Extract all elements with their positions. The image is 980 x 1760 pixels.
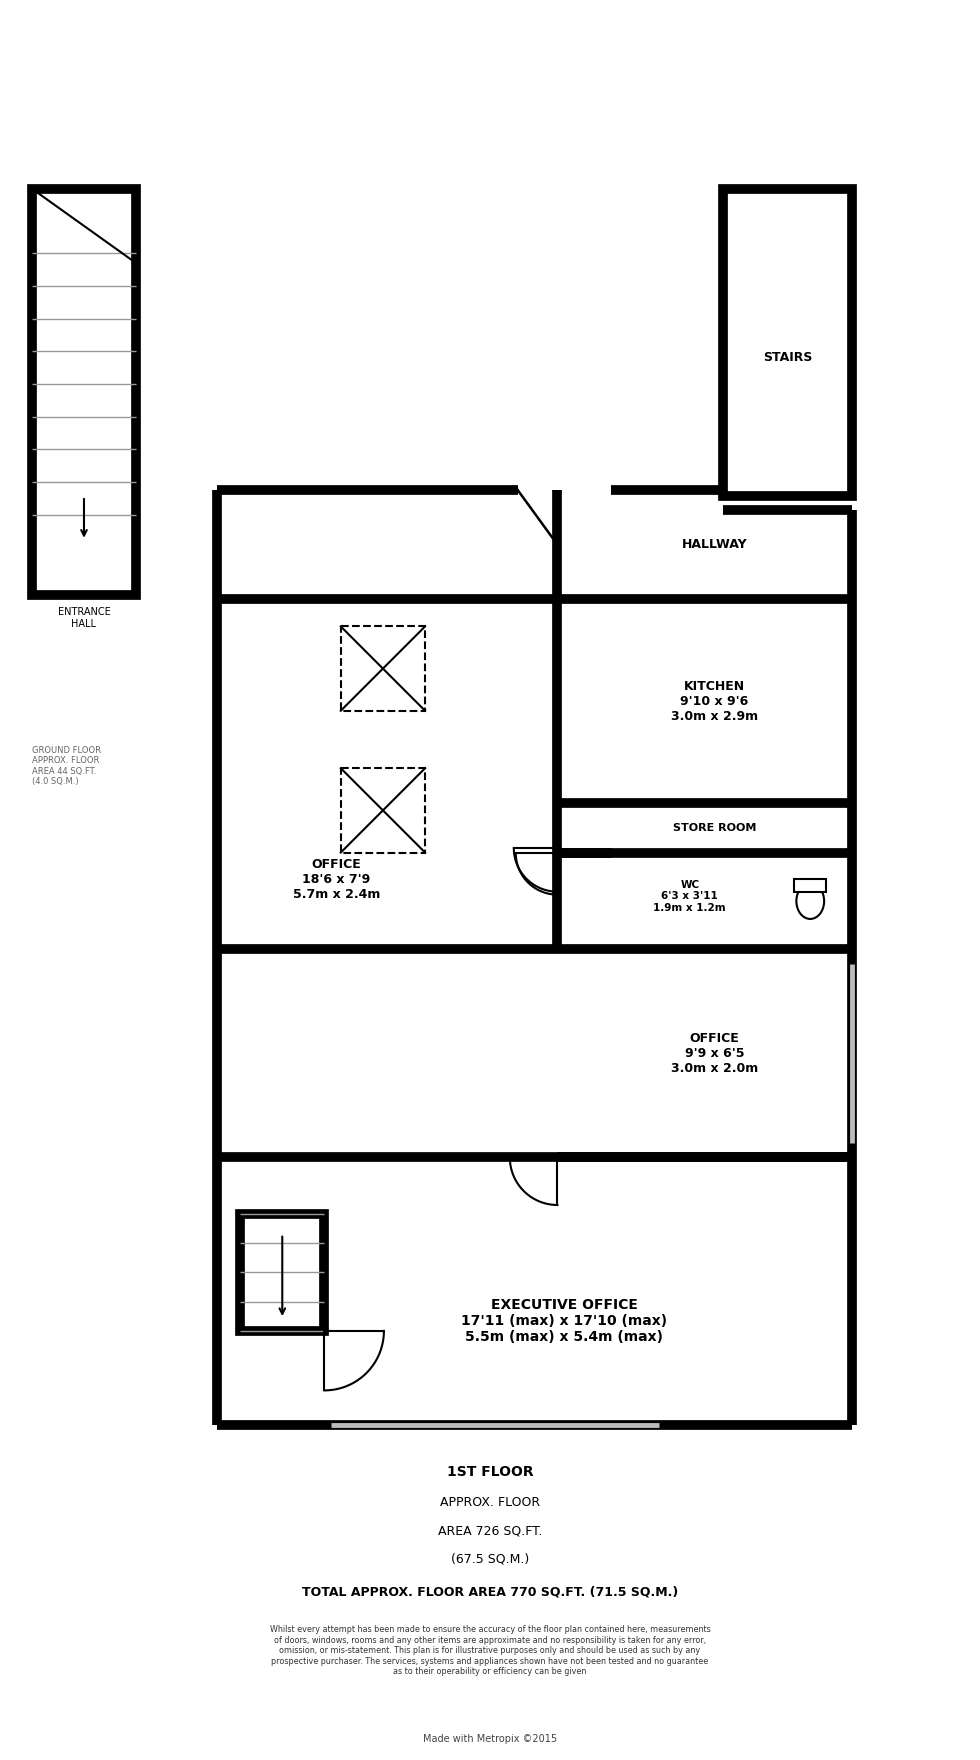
Bar xyxy=(32,188,136,595)
Ellipse shape xyxy=(797,884,824,919)
Bar xyxy=(240,1214,324,1331)
Text: OFFICE
9'9 x 6'5
3.0m x 2.0m: OFFICE 9'9 x 6'5 3.0m x 2.0m xyxy=(671,1031,759,1075)
Text: WC
6'3 x 3'11
1.9m x 1.2m: WC 6'3 x 3'11 1.9m x 1.2m xyxy=(654,880,726,913)
Bar xyxy=(341,767,425,852)
Text: AREA 726 SQ.FT.: AREA 726 SQ.FT. xyxy=(438,1524,542,1536)
Text: STAIRS: STAIRS xyxy=(762,350,812,364)
Bar xyxy=(341,627,425,711)
Bar xyxy=(795,880,826,892)
Text: (67.5 SQ.M.): (67.5 SQ.M.) xyxy=(451,1552,529,1565)
Text: HALLWAY: HALLWAY xyxy=(682,539,748,551)
Text: KITCHEN
9'10 x 9'6
3.0m x 2.9m: KITCHEN 9'10 x 9'6 3.0m x 2.9m xyxy=(671,679,759,723)
Text: GROUND FLOOR
APPROX. FLOOR
AREA 44 SQ.FT.
(4.0 SQ.M.): GROUND FLOOR APPROX. FLOOR AREA 44 SQ.FT… xyxy=(32,746,101,787)
Text: EXECUTIVE OFFICE
17'11 (max) x 17'10 (max)
5.5m (max) x 5.4m (max): EXECUTIVE OFFICE 17'11 (max) x 17'10 (ma… xyxy=(462,1297,667,1345)
Text: Whilst every attempt has been made to ensure the accuracy of the floor plan cont: Whilst every attempt has been made to en… xyxy=(270,1626,710,1676)
Bar xyxy=(723,188,852,496)
Text: TOTAL APPROX. FLOOR AREA 770 SQ.FT. (71.5 SQ.M.): TOTAL APPROX. FLOOR AREA 770 SQ.FT. (71.… xyxy=(302,1586,678,1598)
Text: 1ST FLOOR: 1ST FLOOR xyxy=(447,1464,533,1478)
Text: OFFICE
18'6 x 7'9
5.7m x 2.4m: OFFICE 18'6 x 7'9 5.7m x 2.4m xyxy=(293,859,380,901)
Text: ENTRANCE
HALL: ENTRANCE HALL xyxy=(58,607,111,628)
Text: APPROX. FLOOR: APPROX. FLOOR xyxy=(440,1496,540,1510)
Text: Made with Metropix ©2015: Made with Metropix ©2015 xyxy=(423,1734,557,1744)
Text: STORE ROOM: STORE ROOM xyxy=(673,824,757,832)
